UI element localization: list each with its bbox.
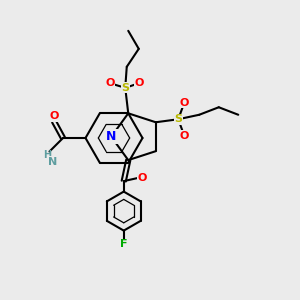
Text: O: O [49,111,59,121]
Text: H: H [43,150,51,160]
Text: O: O [106,78,115,88]
Text: S: S [174,114,182,124]
Text: N: N [106,130,116,143]
Text: F: F [120,239,127,249]
Text: N: N [49,157,58,167]
Text: O: O [134,78,143,88]
Text: O: O [180,98,189,108]
Text: O: O [180,131,189,141]
Text: O: O [137,173,146,183]
Text: S: S [121,83,129,93]
